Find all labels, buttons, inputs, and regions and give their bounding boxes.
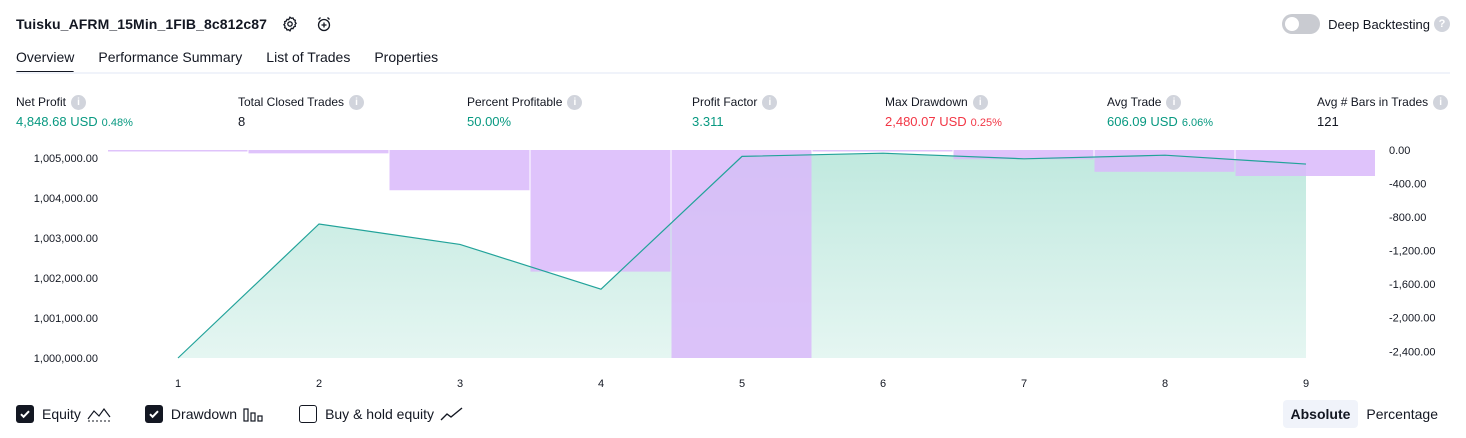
info-icon[interactable]: i <box>567 94 583 110</box>
legend-drawdown-label: Drawdown <box>170 406 238 422</box>
deep-backtesting-toggle[interactable] <box>1282 14 1321 34</box>
info-icon[interactable]: i <box>762 94 778 110</box>
legend-buy-hold-label: Buy & hold equity <box>325 406 435 422</box>
legend-equity-label: Equity <box>42 406 81 422</box>
drawdown-bar <box>812 150 953 152</box>
tab-properties[interactable]: Properties <box>374 49 439 65</box>
x-axis-tick: 6 <box>880 378 886 390</box>
metric-label: Profit Factor <box>692 95 758 109</box>
drawdown-bar <box>953 150 1094 160</box>
absolute-button[interactable]: Absolute <box>1282 400 1359 428</box>
metric-net-profit: Net Profit i 4,848.68 USD 0.48% <box>16 94 133 129</box>
tab-bar: Overview Performance Summary List of Tra… <box>16 44 462 74</box>
metric-percent: 0.25% <box>970 117 1002 129</box>
x-axis-tick: 5 <box>739 378 745 390</box>
equity-line <box>177 152 1307 359</box>
buy-hold-checkbox[interactable] <box>299 405 318 423</box>
right-axis-tick: -2,000.00 <box>1389 313 1435 325</box>
tab-overview[interactable]: Overview <box>16 44 75 74</box>
report-header: Tuisku_AFRM_15Min_1FIB_8c812c87 <box>16 10 335 38</box>
drawdown-bar <box>389 150 530 191</box>
info-icon[interactable]: i <box>71 94 87 110</box>
metric-value: 2,480.07 USD <box>885 114 967 129</box>
metric-total-closed-trades: Total Closed Trades i 8 <box>238 94 365 129</box>
settings-icon[interactable] <box>279 13 301 35</box>
drawdown-checkbox[interactable] <box>144 405 163 423</box>
metric-label: Max Drawdown <box>885 95 968 109</box>
right-axis-tick: -800.00 <box>1389 212 1426 224</box>
x-axis-tick: 9 <box>1303 378 1309 390</box>
left-axis-tick: 1,003,000.00 <box>34 233 98 245</box>
chart-legend: Equity Drawdown Buy & hold equity <box>16 403 498 425</box>
equity-line-icon <box>87 406 111 422</box>
left-axis-tick: 1,000,000.00 <box>34 353 98 365</box>
add-alert-icon[interactable] <box>313 13 335 35</box>
info-icon[interactable]: i <box>972 94 988 110</box>
metric-percent: 6.06% <box>1181 117 1214 129</box>
x-axis-tick: 1 <box>175 378 181 390</box>
metric-label: Total Closed Trades <box>238 95 345 109</box>
metric-label: Percent Profitable <box>467 95 563 109</box>
info-icon[interactable]: i <box>349 94 365 110</box>
right-axis-tick: -2,400.00 <box>1389 346 1435 358</box>
help-icon[interactable]: ? <box>1434 16 1450 32</box>
right-axis-tick: 0.00 <box>1389 145 1410 157</box>
legend-equity[interactable]: Equity <box>16 405 111 423</box>
info-icon[interactable]: i <box>1166 94 1182 110</box>
metric-avg-trade: Avg Trade i 606.09 USD 6.06% <box>1107 94 1213 129</box>
equity-checkbox[interactable] <box>16 405 34 423</box>
metric-percent-profitable: Percent Profitable i 50.00% <box>467 94 583 129</box>
drawdown-bar <box>671 150 812 358</box>
tab-list-of-trades[interactable]: List of Trades <box>266 49 351 65</box>
toggle-knob <box>1285 17 1300 31</box>
metric-value: 606.09 USD <box>1107 114 1178 129</box>
metric-value: 8 <box>238 114 246 129</box>
right-axis-tick: -1,200.00 <box>1389 246 1435 258</box>
drawdown-bar <box>108 150 248 152</box>
right-axis-tick: -400.00 <box>1389 179 1426 191</box>
metric-profit-factor: Profit Factor i 3.311 <box>692 94 778 129</box>
drawdown-bar <box>248 150 389 154</box>
x-axis-tick: 2 <box>316 378 322 390</box>
metric-value: 121 <box>1317 114 1339 129</box>
strategy-name: Tuisku_AFRM_15Min_1FIB_8c812c87 <box>16 16 268 32</box>
x-axis-tick: 3 <box>457 378 463 390</box>
equity-drawdown-chart[interactable]: 1,000,000.00 1,001,000.00 1,002,000.00 1,00… <box>0 140 1466 395</box>
metric-value: 50.00% <box>467 114 512 129</box>
tab-divider <box>16 72 1450 74</box>
drawdown-bar <box>1235 150 1375 176</box>
info-icon[interactable]: i <box>1433 94 1449 110</box>
x-axis-tick: 4 <box>598 378 604 390</box>
metric-percent: 0.48% <box>101 117 133 129</box>
metric-avg-bars: Avg # Bars in Trades i 121 <box>1317 94 1449 129</box>
right-axis-tick: -1,600.00 <box>1389 279 1435 291</box>
left-axis-tick: 1,004,000.00 <box>34 193 98 205</box>
left-axis-tick: 1,005,000.00 <box>34 153 98 165</box>
percentage-button[interactable]: Percentage <box>1366 406 1438 422</box>
metric-value: 3.311 <box>692 114 724 129</box>
legend-buy-hold[interactable]: Buy & hold equity <box>299 405 464 423</box>
buy-hold-line-icon <box>440 406 464 422</box>
left-axis-tick: 1,002,000.00 <box>34 273 98 285</box>
drawdown-bars-icon <box>243 406 265 422</box>
metric-max-drawdown: Max Drawdown i 2,480.07 USD 0.25% <box>885 94 1002 129</box>
left-axis-tick: 1,001,000.00 <box>34 313 98 325</box>
metric-label: Net Profit <box>16 95 67 109</box>
tab-performance-summary[interactable]: Performance Summary <box>98 49 243 65</box>
x-axis-tick: 8 <box>1162 378 1168 390</box>
drawdown-bar <box>1094 150 1235 172</box>
drawdown-bar <box>530 150 671 272</box>
metric-label: Avg Trade <box>1107 95 1162 109</box>
deep-backtesting: Deep Backtesting ? <box>1282 12 1450 36</box>
deep-backtesting-label: Deep Backtesting <box>1328 16 1430 32</box>
x-axis-tick: 7 <box>1021 378 1027 390</box>
metric-label: Avg # Bars in Trades <box>1317 95 1429 109</box>
legend-drawdown[interactable]: Drawdown <box>144 405 265 423</box>
display-mode-switch: Absolute Percentage <box>1282 400 1447 428</box>
metric-value: 4,848.68 USD <box>16 114 98 129</box>
